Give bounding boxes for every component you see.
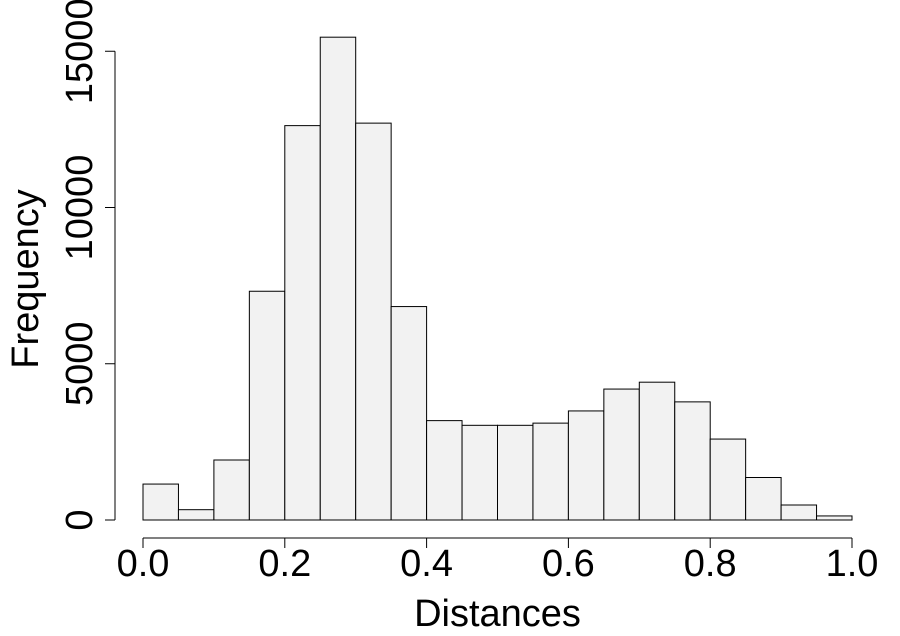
- y-tick-label: 10000: [59, 155, 101, 261]
- histogram-bar: [177, 509, 215, 521]
- histogram-bar: [709, 438, 747, 521]
- x-tick-label: 0.0: [117, 543, 170, 585]
- histogram-bar: [390, 306, 428, 521]
- y-tick-label: 15000: [59, 0, 101, 104]
- histogram-bar: [426, 420, 463, 521]
- y-axis: 0 5000 10000 15000: [59, 0, 116, 531]
- histogram-bar: [355, 122, 392, 521]
- histogram-bar: [497, 424, 534, 521]
- histogram-bar: [319, 36, 357, 521]
- x-tick-label: 0.2: [258, 543, 311, 585]
- x-tick-label: 0.4: [400, 543, 453, 585]
- histogram-bar: [142, 483, 179, 521]
- x-tick-label: 0.6: [542, 543, 595, 585]
- histogram-bar: [567, 410, 605, 521]
- x-tick-label: 1.0: [826, 543, 879, 585]
- histogram-bar: [248, 290, 286, 521]
- histogram-bar: [674, 401, 711, 521]
- histogram-bar: [745, 477, 782, 521]
- y-tick-label: 0: [59, 509, 101, 530]
- x-axis-title: Distances: [414, 593, 581, 635]
- histogram-bar: [603, 388, 640, 521]
- y-tick-label: 5000: [59, 321, 101, 406]
- histogram-bar: [213, 459, 250, 521]
- histogram-bar: [284, 125, 321, 521]
- histogram-bar: [816, 515, 853, 521]
- histogram-bar: [532, 422, 569, 521]
- histogram-bar: [780, 504, 818, 521]
- histogram-bar: [461, 424, 498, 521]
- x-axis: 0.0 0.2 0.4 0.6 0.8 1.0: [117, 537, 879, 585]
- y-axis-title: Frequency: [5, 189, 47, 369]
- histogram-bar: [638, 381, 676, 521]
- x-tick-label: 0.8: [684, 543, 737, 585]
- bars-group: [142, 36, 853, 521]
